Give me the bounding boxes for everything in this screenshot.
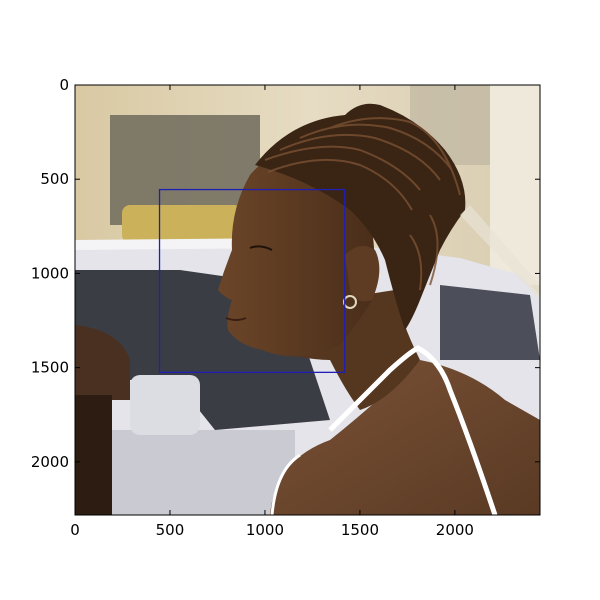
- x-axis: 0 500 1000 1500 2000: [70, 85, 474, 539]
- y-tick-label: 0: [59, 76, 69, 94]
- y-tick-label: 1500: [31, 359, 69, 377]
- axes-frame: [74, 84, 541, 516]
- x-tick-label: 1000: [246, 521, 284, 539]
- annotation-box: [158, 188, 346, 374]
- photo: [75, 85, 540, 515]
- y-tick-label: 1000: [31, 264, 69, 282]
- y-axis: 0 500 1000 1500 2000: [31, 76, 540, 471]
- x-tick-label: 2000: [436, 521, 474, 539]
- y-tick-label: 2000: [31, 453, 69, 471]
- y-tick-label: 500: [40, 170, 69, 188]
- x-tick-label: 0: [70, 521, 80, 539]
- x-tick-label: 500: [156, 521, 185, 539]
- x-tick-label: 1500: [341, 521, 379, 539]
